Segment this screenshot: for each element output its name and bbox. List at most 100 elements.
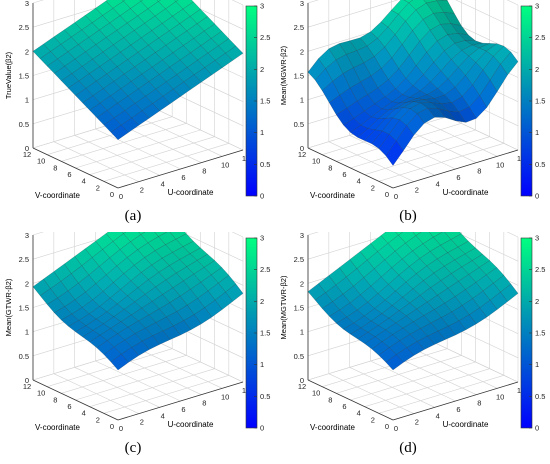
- backwall-grid-line: [32, 232, 124, 260]
- colorbar-tick-label: 0.5: [260, 160, 270, 169]
- surface-mesh: [32, 232, 244, 371]
- panel-label: (d): [399, 440, 417, 456]
- v-tick-label: 2: [371, 415, 375, 424]
- colorbar-tick-label: 2.5: [535, 33, 545, 42]
- v-axis-label: V-coordinate: [310, 423, 355, 432]
- z-tick-label: 2: [25, 279, 29, 288]
- u-tick-label: 6: [456, 405, 460, 414]
- sidewall-grid-line: [157, 109, 244, 151]
- z-tick-label: 2: [25, 47, 29, 56]
- z-axis-label: Mean(MGTWR-β2): [279, 275, 288, 339]
- v-tick-label: 6: [67, 170, 71, 179]
- z-tick-label: 2: [300, 47, 304, 56]
- axis-lines: [32, 235, 244, 421]
- v-tick-label: 4: [357, 177, 361, 186]
- v-tick-label: 0: [385, 422, 389, 431]
- colorbar-tick-label: 1.5: [535, 97, 545, 106]
- surface-plot: 02468101202468101200.511.522.53U-coordin…: [279, 232, 545, 433]
- surface-panel: 02468101202468101200.511.522.53U-coordin…: [0, 232, 275, 464]
- v-axis-label: V-coordinate: [35, 423, 80, 432]
- surface-plot: 02468101202468101200.511.522.53U-coordin…: [4, 0, 270, 201]
- z-tick-label: 3: [25, 0, 29, 8]
- surface-patch: [121, 232, 127, 234]
- z-tick-label: 1.5: [294, 304, 304, 313]
- u-tick-label: 10: [496, 392, 504, 401]
- colorbar-tick-label: 3: [535, 2, 539, 11]
- backwall-grid-line: [307, 0, 399, 28]
- z-tick-label: 0: [300, 376, 304, 385]
- colorbar-tick-label: 1.5: [260, 329, 270, 338]
- u-tick-label: 0: [119, 192, 123, 201]
- z-tick-label: 0: [300, 144, 304, 153]
- v-tick-label: 4: [357, 409, 361, 418]
- colorbar-tick-label: 0: [260, 192, 264, 201]
- floor-grid-line: [47, 348, 173, 387]
- z-tick-label: 1.5: [19, 304, 29, 313]
- colorbar-tick-label: 2.5: [260, 265, 270, 274]
- u-tick-label: 8: [477, 399, 481, 408]
- colorbar-tick-label: 0.5: [260, 392, 270, 401]
- colorbar-tick-label: 1: [260, 128, 264, 137]
- surface-patch: [385, 140, 404, 166]
- z-tick-label: 2.5: [19, 255, 29, 264]
- colorbar-tick-label: 1: [535, 128, 539, 137]
- colorbar-tick-label: 1: [260, 360, 264, 369]
- floor-grid-line: [75, 129, 201, 169]
- axis-lines: [32, 3, 244, 189]
- z-axis-label: Mean(MGWR-β2): [279, 45, 288, 105]
- v-tick-label: 0: [385, 190, 389, 199]
- u-axis-line: [117, 381, 244, 421]
- z-tick-label: 1: [300, 96, 304, 105]
- colorbar-labels: 0 0.5 1 1.5 2 2.5 3: [254, 234, 270, 433]
- v-axis-line: [307, 379, 394, 421]
- z-tick-label: 2.5: [19, 23, 29, 32]
- surface-mesh: [307, 232, 519, 371]
- u-axis-label: U-coordinate: [168, 420, 214, 429]
- backwall-grid-line: [307, 232, 399, 260]
- surface-panel: 02468101202468101200.511.522.53U-coordin…: [0, 0, 275, 232]
- u-axis-line: [392, 149, 519, 189]
- z-axis-label: TrueValue(β2): [4, 51, 13, 99]
- v-tick-label: 10: [37, 389, 45, 398]
- z-tick-label: 1: [25, 96, 29, 105]
- v-tick-label: 12: [23, 382, 31, 391]
- floor-grid-line: [364, 136, 490, 175]
- surface-patch: [138, 232, 146, 235]
- colorbar-tick-label: 2: [535, 297, 539, 306]
- surface-panel: 02468101202468101200.511.522.53U-coordin…: [275, 232, 550, 464]
- z-tick-label: 2.5: [294, 255, 304, 264]
- surface-patch: [110, 124, 129, 140]
- colorbar-tick-label: 1: [535, 360, 539, 369]
- sidewall-grid-line: [455, 232, 519, 262]
- colorbar-tick-label: 2: [260, 297, 264, 306]
- u-tick-label: 6: [181, 405, 185, 414]
- u-tick-label: 4: [436, 411, 440, 420]
- colorbar-tick-label: 2: [535, 65, 539, 74]
- floor-grid-line: [378, 375, 504, 414]
- surface-patch: [156, 0, 161, 2]
- v-axis-label: V-coordinate: [310, 191, 355, 200]
- z-tick-label: 1.5: [19, 72, 29, 81]
- v-tick-label: 0: [110, 422, 114, 431]
- u-tick-label: 10: [496, 160, 504, 169]
- u-axis-line: [117, 149, 244, 189]
- surface-patch: [395, 232, 404, 236]
- u-tick-label: 4: [436, 179, 440, 188]
- v-tick-label: 12: [298, 150, 306, 159]
- z-tick-label: 3: [300, 0, 304, 8]
- v-tick-label: 6: [342, 170, 346, 179]
- z-tick-label: 1: [25, 328, 29, 337]
- u-tick-label: 0: [394, 192, 398, 201]
- u-tick-label: 4: [161, 179, 165, 188]
- colorbar-tick-label: 1.5: [535, 329, 545, 338]
- surface-mesh: [307, 0, 519, 166]
- v-tick-label: 4: [82, 409, 86, 418]
- sidewall-grid-line: [180, 232, 244, 262]
- colorbar-tick-label: 3: [535, 234, 539, 243]
- z-tick-label: 2.5: [294, 23, 304, 32]
- floor-grid-line: [89, 136, 215, 175]
- v-axis-line: [307, 147, 394, 189]
- floor-grid-line: [336, 355, 462, 394]
- u-tick-label: 0: [119, 424, 123, 433]
- u-axis-label: U-coordinate: [443, 188, 489, 197]
